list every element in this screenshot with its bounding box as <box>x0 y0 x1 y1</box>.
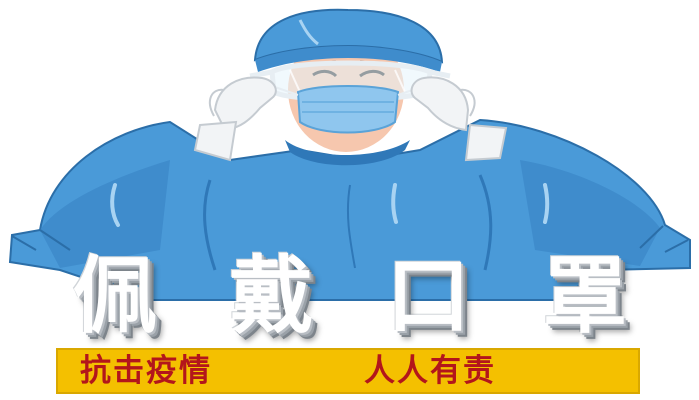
headline-char-2: 戴 <box>229 247 314 345</box>
slogan-right: 人人有责 <box>364 353 496 389</box>
cap <box>253 8 444 72</box>
headline-char-3: 口 <box>386 247 471 345</box>
headline-char-4: 罩 <box>542 247 627 345</box>
headline-char-1: 佩 <box>72 247 157 345</box>
slogan-banner: 抗击疫情 人人有责 <box>56 348 640 394</box>
collar <box>285 140 410 166</box>
slogan-left: 抗击疫情 <box>80 353 212 389</box>
gown <box>8 118 691 301</box>
headline: 佩 戴 口 罩 <box>40 248 660 344</box>
gloved-hands <box>193 76 508 162</box>
